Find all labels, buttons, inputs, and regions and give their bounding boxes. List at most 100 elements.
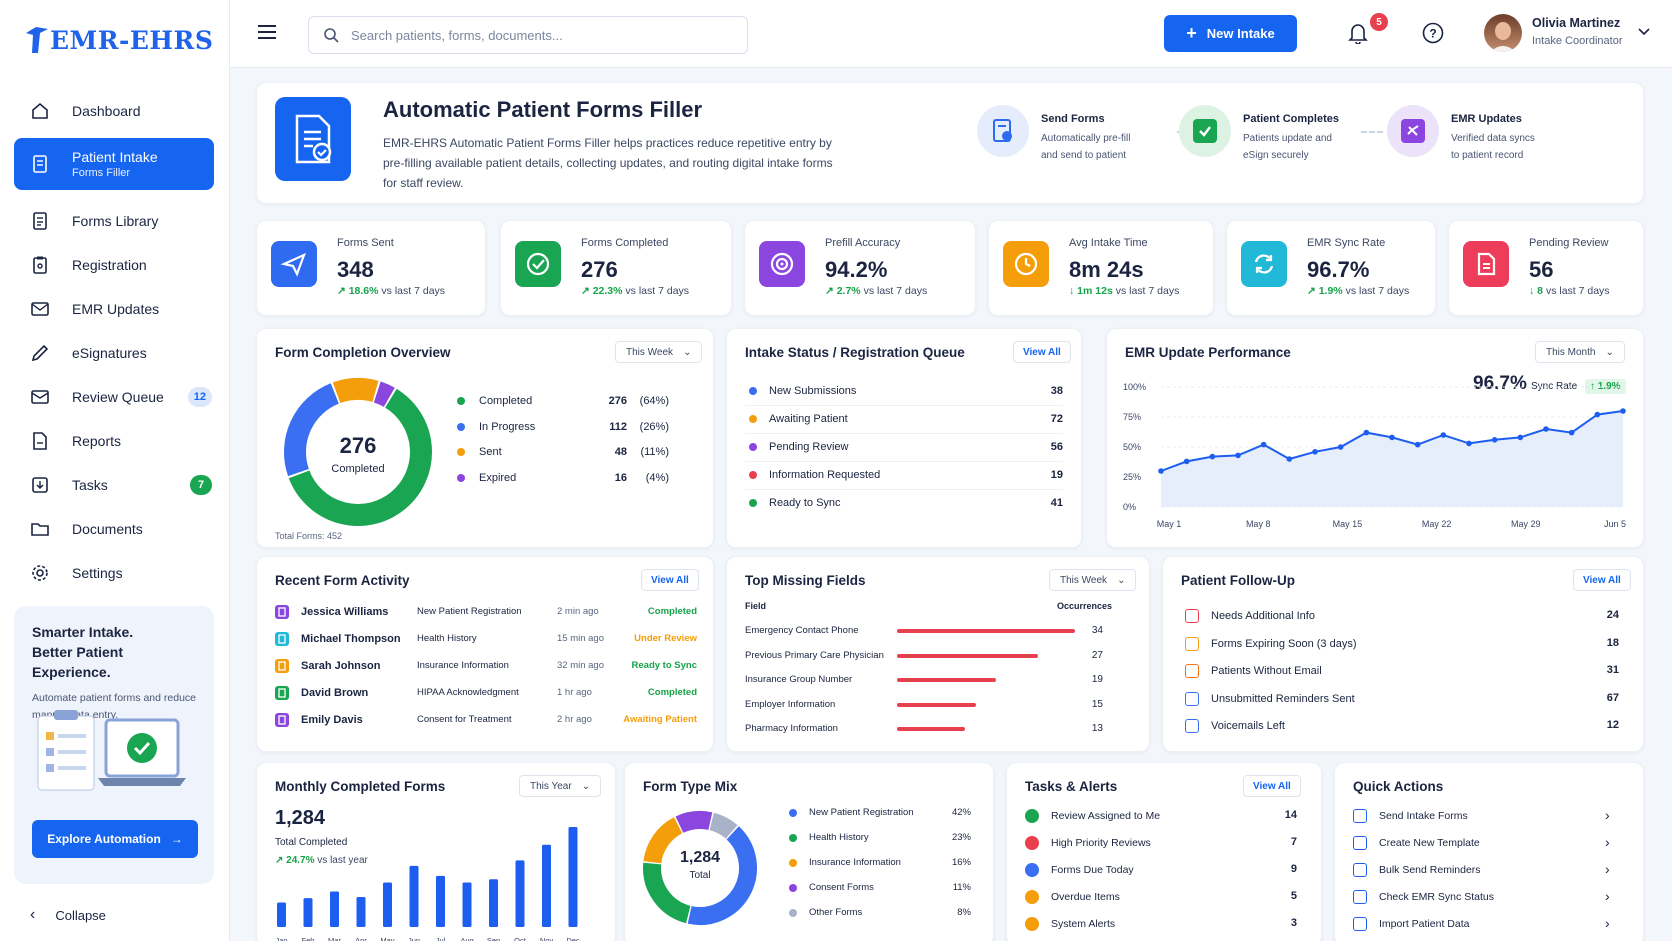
task-row[interactable]: High Priority Reviews <box>1025 836 1151 850</box>
view-all-button[interactable]: View All <box>1013 341 1071 363</box>
donut-center-label: Total <box>689 870 711 881</box>
stat-card[interactable]: Forms Sent 348 ↗ 18.6% vs last 7 days <box>256 220 486 316</box>
x-tick-label: Aug <box>460 936 473 941</box>
stat-label: Avg Intake Time <box>1069 237 1148 249</box>
form-completion-card: Form Completion Overview This Week ⌄ 276 … <box>256 328 714 548</box>
calendar-icon <box>1025 863 1039 877</box>
dropdown-value: This Month <box>1546 346 1596 358</box>
view-all-button[interactable]: View All <box>1243 775 1301 797</box>
view-all-button[interactable]: View All <box>1573 569 1631 591</box>
card-title: Tasks & Alerts <box>1025 779 1118 794</box>
step-desc: Verified data syncs <box>1451 133 1535 144</box>
task-row[interactable]: Forms Due Today <box>1025 863 1134 877</box>
bell-icon[interactable] <box>1348 22 1368 44</box>
task-row[interactable]: System Alerts <box>1025 917 1115 931</box>
followup-row[interactable]: Voicemails Left <box>1185 719 1285 733</box>
followup-row[interactable]: Forms Expiring Soon (3 days) <box>1185 636 1357 651</box>
legend-item: New Patient Registration <box>789 807 914 818</box>
menu-icon[interactable] <box>258 24 278 40</box>
activity-row[interactable]: Michael Thompson <box>275 632 401 646</box>
page-title: Automatic Patient Forms Filler <box>383 97 703 122</box>
user-role: Intake Coordinator <box>1532 35 1623 47</box>
explore-automation-label: Explore Automation <box>47 832 161 846</box>
queue-row[interactable]: New Submissions <box>749 385 856 397</box>
queue-row[interactable]: Pending Review <box>749 441 849 453</box>
period-dropdown[interactable]: This Week ⌄ <box>615 341 703 363</box>
followup-row[interactable]: Needs Additional Info <box>1185 609 1315 623</box>
chevron-down-icon[interactable] <box>1638 28 1650 36</box>
emr-sync-icon <box>1387 105 1439 157</box>
registration-queue-card: Intake Status / Registration Queue View … <box>726 328 1082 548</box>
legend-dot <box>789 808 797 817</box>
collapse-button[interactable]: ‹ Collapse <box>30 906 106 924</box>
quick-action[interactable]: Send Intake Forms <box>1353 809 1468 823</box>
sidebar-item-documents[interactable]: Documents <box>14 508 214 550</box>
x-tick-label: May 29 <box>1511 519 1541 529</box>
data-point <box>1183 458 1190 465</box>
occurrence-count: 15 <box>1091 698 1103 710</box>
activity-time: 2 hr ago <box>557 714 592 725</box>
stat-card[interactable]: Avg Intake Time 8m 24s ↓ 1m 12s vs last 7 … <box>988 220 1214 316</box>
task-label: Forms Due Today <box>1051 864 1134 876</box>
sidebar-item-forms-library[interactable]: Forms Library <box>14 200 214 242</box>
queue-label: Ready to Sync <box>769 497 841 509</box>
sidebar-item-patient-intake[interactable]: Patient Intake Forms Filler <box>14 138 214 190</box>
sidebar-item-esignatures[interactable]: eSignatures <box>14 332 214 374</box>
sidebar-item-registration[interactable]: Registration <box>14 244 214 286</box>
activity-row[interactable]: Jessica Williams <box>275 605 388 619</box>
quick-action[interactable]: Import Patient Data <box>1353 917 1469 931</box>
period-dropdown[interactable]: This Month ⌄ <box>1535 341 1625 363</box>
help-icon[interactable]: ? <box>1422 22 1444 44</box>
quick-action[interactable]: Bulk Send Reminders <box>1353 863 1481 877</box>
sidebar-item-emr-updates[interactable]: EMR Updates <box>14 288 214 330</box>
data-point <box>1286 456 1293 462</box>
sidebar-item-settings[interactable]: Settings <box>14 552 214 594</box>
data-point <box>1594 411 1601 418</box>
queue-row[interactable]: Ready to Sync <box>749 497 841 509</box>
search-input[interactable]: Search patients, forms, documents... <box>308 16 748 54</box>
period-dropdown[interactable]: This Week ⌄ <box>1049 569 1137 591</box>
sidebar-item-reports[interactable]: Reports <box>14 420 214 462</box>
explore-automation-button[interactable]: Explore Automation → <box>32 820 198 858</box>
view-all-button[interactable]: View All <box>641 569 699 591</box>
dropdown-value: This Week <box>626 346 674 358</box>
divider <box>745 405 1063 406</box>
stat-card[interactable]: EMR Sync Rate 96.7% ↗ 1.9% vs last 7 days <box>1226 220 1436 316</box>
period-dropdown[interactable]: This Year ⌄ <box>519 775 602 797</box>
sidebar-item-dashboard[interactable]: Dashboard <box>14 90 214 132</box>
followup-row[interactable]: Patients Without Email <box>1185 664 1322 678</box>
logo[interactable]: EMR-EHRS <box>24 18 213 62</box>
stat-card[interactable]: Prefill Accuracy 94.2% ↗ 2.7% vs last 7 da… <box>744 220 976 316</box>
activity-row[interactable]: David Brown <box>275 686 368 700</box>
legend-item: Sent <box>457 446 502 458</box>
task-row[interactable]: Overdue Items <box>1025 890 1120 904</box>
stat-card[interactable]: Pending Review 56 ↓ 8 vs last 7 days <box>1448 220 1644 316</box>
legend-label: New Patient Registration <box>809 807 914 818</box>
activity-row[interactable]: Sarah Johnson <box>275 659 380 673</box>
donut-slice <box>373 381 395 408</box>
chevron-right-icon: › <box>1605 834 1610 850</box>
avatar[interactable] <box>1484 14 1522 52</box>
queue-row[interactable]: Awaiting Patient <box>749 413 848 425</box>
occurrence-bar <box>897 702 976 707</box>
sidebar-item-review-queue[interactable]: Review Queue 12 <box>14 376 214 418</box>
activity-row[interactable]: Emily Davis <box>275 713 363 727</box>
new-intake-button[interactable]: + New Intake <box>1164 15 1297 52</box>
user-menu[interactable]: Olivia Martinez Intake Coordinator <box>1532 16 1623 47</box>
bar <box>436 875 445 927</box>
task-row[interactable]: Review Assigned to Me <box>1025 809 1160 823</box>
bar <box>409 865 419 927</box>
field-name: Previous Primary Care Physician <box>745 649 884 661</box>
sidebar-item-tasks[interactable]: Tasks 7 <box>14 464 214 506</box>
quick-action[interactable]: Create New Template <box>1353 836 1480 850</box>
step-title: Send Forms <box>1041 113 1105 125</box>
quick-action[interactable]: Check EMR Sync Status <box>1353 890 1494 904</box>
queue-row[interactable]: Information Requested <box>749 469 880 481</box>
form-icon <box>275 686 289 700</box>
followup-row[interactable]: Unsubmitted Reminders Sent <box>1185 691 1355 706</box>
donut-center: 1,284 Total <box>635 849 765 881</box>
card-title: Form Completion Overview <box>275 345 451 360</box>
clipboard-icon <box>30 255 50 275</box>
stat-card[interactable]: Forms Completed 276 ↗ 22.3% vs last 7 days <box>500 220 732 316</box>
queue-label: New Submissions <box>769 385 857 397</box>
